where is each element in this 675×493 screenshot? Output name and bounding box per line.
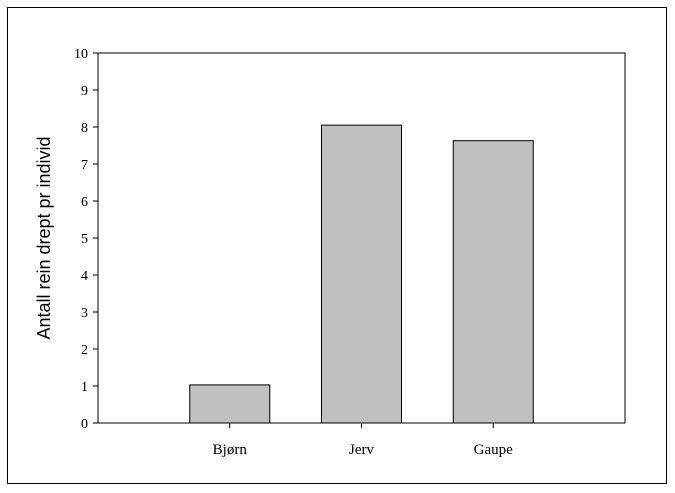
y-tick-label: 4 xyxy=(81,269,88,284)
y-tick-label: 2 xyxy=(81,343,88,358)
y-tick-label: 0 xyxy=(81,417,88,432)
y-tick-label: 7 xyxy=(81,158,88,173)
bar-gaupe xyxy=(452,140,534,424)
y-tick-label: 10 xyxy=(74,47,88,62)
bar-bjørn xyxy=(189,384,271,424)
y-axis-title: Antall rein drept pr individ xyxy=(34,136,54,339)
x-tick-label: Jerv xyxy=(349,442,374,458)
y-tick-label: 5 xyxy=(81,232,88,247)
y-tick-label: 8 xyxy=(81,121,88,136)
y-tick-label: 6 xyxy=(81,195,88,210)
y-tick-label: 9 xyxy=(81,84,88,99)
y-tick-label: 1 xyxy=(81,380,88,395)
labels-group: Bjørn Jerv Gaupe 0 1 2 3 4 5 6 7 8 9 10 xyxy=(74,47,513,458)
x-tick-label: Bjørn xyxy=(213,442,248,458)
bar-jerv xyxy=(321,124,402,424)
bars-group xyxy=(189,124,534,424)
y-tick-label: 3 xyxy=(81,306,88,321)
x-tick-label: Gaupe xyxy=(474,442,513,458)
axes-group xyxy=(93,52,626,428)
